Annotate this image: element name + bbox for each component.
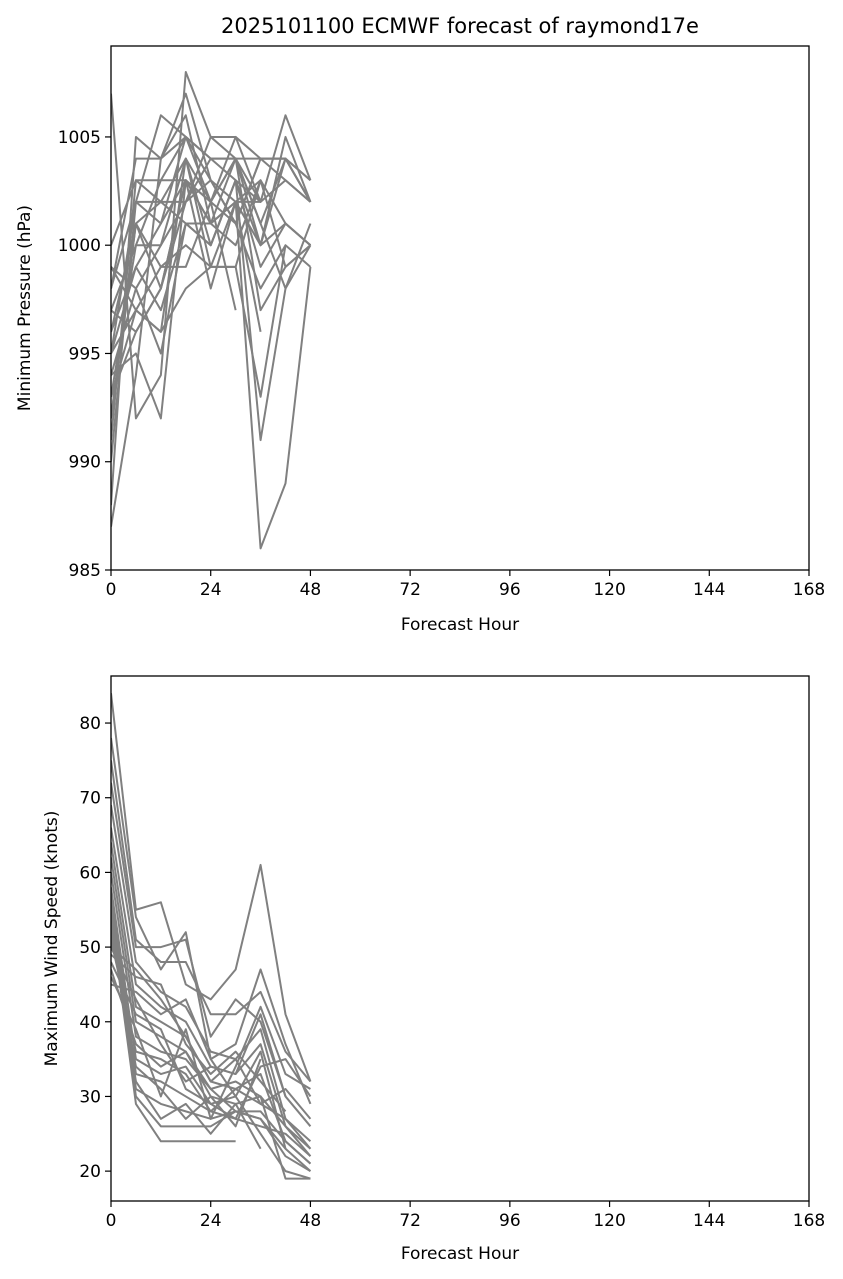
pressure-y-tick-label: 1005 [58,128,101,148]
wind-x-tick-label: 0 [106,1211,117,1231]
wind-y-axis-label: Maximum Wind Speed (knots) [42,811,62,1067]
wind-axes-frame [110,675,810,1202]
pressure-series-group [111,70,312,550]
wind-x-axis-label: Forecast Hour [401,1244,519,1264]
pressure-x-tick-label: 96 [499,580,521,600]
wind-x-tick-label: 72 [399,1211,421,1231]
wind-series-line-20 [111,961,312,1120]
wind-x-tick-label: 144 [693,1211,725,1231]
pressure-y-tick-label: 990 [69,453,101,473]
pressure-x-tick-label: 120 [593,580,625,600]
wind-y-tick-label: 70 [79,789,101,809]
pressure-y-tick-label: 995 [69,344,101,364]
pressure-x-tick-label: 72 [399,580,421,600]
wind-series-line-1 [111,693,312,1082]
chart-title: 2025101100 ECMWF forecast of raymond17e [221,14,699,38]
wind-x-tick-label: 168 [793,1211,825,1231]
pressure-x-tick-label: 144 [693,580,725,600]
wind-y-tick-label: 20 [79,1162,101,1182]
wind-series-group [111,693,312,1180]
wind-series-line-24 [111,946,312,1143]
pressure-x-tick-label: 168 [793,580,825,600]
wind-y-tick-label: 50 [79,938,101,958]
pressure-series-line-8 [111,135,312,376]
wind-x-tick-label: 24 [200,1211,222,1231]
pressure-x-tick-label: 24 [200,580,222,600]
wind-y-tick-label: 60 [79,863,101,883]
pressure-y-tick-label: 985 [69,561,101,581]
wind-series-line-15 [111,924,262,1150]
wind-x-tick-label: 48 [300,1211,322,1231]
pressure-y-tick-label: 1000 [58,236,101,256]
pressure-series-line-21 [111,157,312,311]
pressure-y-axis-label: Minimum Pressure (hPa) [15,205,35,411]
wind-y-tick-label: 30 [79,1087,101,1107]
pressure-axes-frame [110,45,810,571]
pressure-x-axis-label: Forecast Hour [401,615,519,635]
wind-series-line-16 [111,931,262,1128]
pressure-x-tick-label: 48 [300,580,322,600]
wind-series-line-5 [111,805,312,1150]
wind-series-line-23 [111,983,287,1149]
pressure-series-line-15 [111,179,312,550]
wind-panel: 0 24 48 72 96 120 144 168 20 30 40 50 60 70 80 Forecast… [42,675,825,1264]
wind-x-tick-label: 120 [593,1211,625,1231]
wind-x-tick-label: 96 [499,1211,521,1231]
pressure-series-line-24 [111,179,312,398]
wind-series-line-14 [111,917,236,1143]
pressure-series-line-14 [111,157,312,246]
wind-series-line-13 [111,909,312,1172]
wind-y-tick-label: 80 [79,714,101,734]
pressure-panel: 0 24 48 72 96 120 144 168 985 990 995 1000 1005 Forec… [15,45,825,635]
wind-series-line-22 [111,976,311,1120]
pressure-series-line-23 [111,179,262,354]
pressure-x-tick-label: 0 [106,580,117,600]
wind-y-tick-label: 40 [79,1013,101,1033]
